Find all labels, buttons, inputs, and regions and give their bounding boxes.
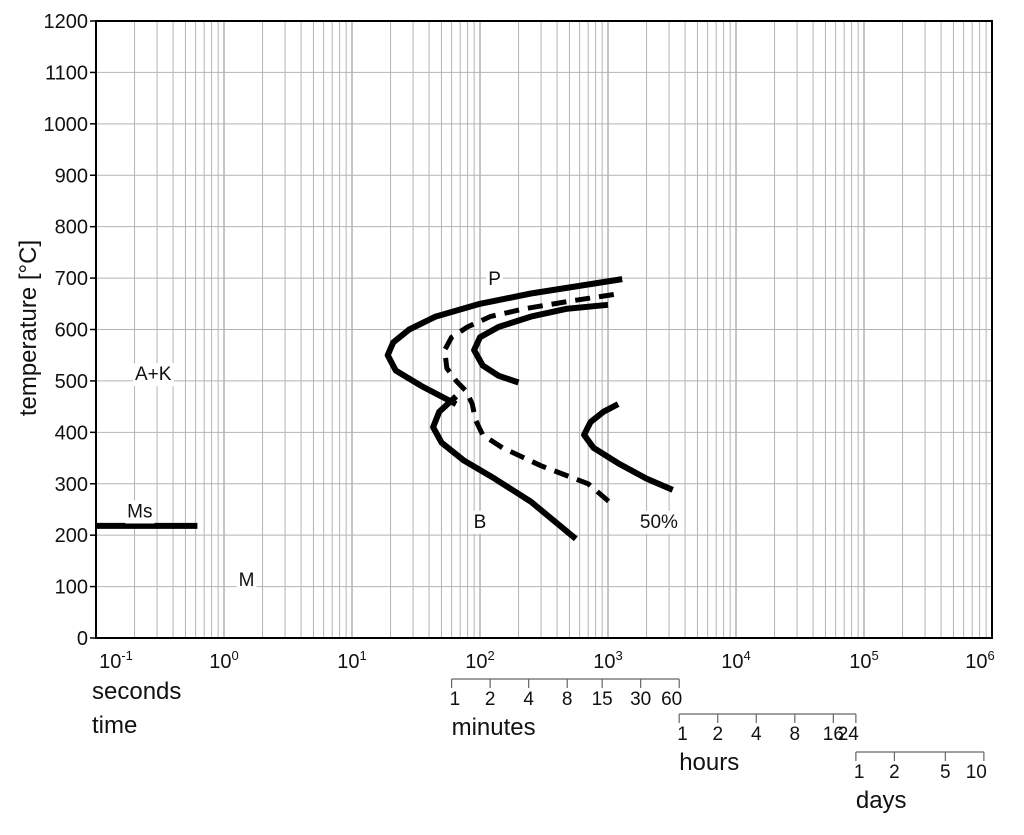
annotation-background [486,268,503,292]
annotation-label: P [488,269,501,290]
scale-tick-label: 4 [751,724,762,745]
scale-tick-label: 15 [592,689,613,710]
x-tick-label: 101 [337,648,366,673]
x-tick-label: 106 [965,648,994,673]
x-tick-label: 105 [849,648,878,673]
y-tick-label: 1100 [45,62,88,84]
y-tick-label: 200 [55,525,88,547]
y-tick-label: 900 [55,165,88,187]
x-tick-label: 100 [209,648,238,673]
x-tick-label: 103 [593,648,622,673]
annotation-background [637,510,681,534]
y-axis-label: temperature [°C] [15,240,42,416]
y-tick-label: 700 [55,268,88,290]
y-tick-label: 1000 [44,114,89,136]
annotation-label: Ms [127,501,152,522]
y-tick-label: 600 [55,320,88,342]
scale-tick-label: 60 [661,689,682,710]
y-tick-label: 500 [55,371,88,393]
y-tick-label: 300 [55,474,88,496]
annotation-background [471,510,489,534]
y-tick-label: 0 [77,628,88,650]
x-axis-label-seconds: seconds [92,678,181,705]
x-tick-label: 102 [465,648,494,673]
scale-tick-label: 30 [630,689,651,710]
scale-tick-label: 8 [562,689,573,710]
scale-tick-label: 8 [790,724,801,745]
curve-0 [384,276,623,407]
y-tick-label: 400 [55,422,88,444]
y-tick-label: 1200 [44,11,89,33]
annotations: P A+K Ms B 50% M [125,268,681,592]
curve-1 [430,394,578,542]
scale-tick-label: 2 [889,762,900,783]
scale-tick-label: 1 [677,724,688,745]
y-tick-label: 100 [55,577,88,599]
scale-tick-label: 24 [838,724,860,745]
annotation-label: A+K [135,364,172,385]
y-axis-ticks: 0 100 200 300 400 500 600 700 800 900 1000 1100 1200 [44,11,96,650]
scale-tick-label: 4 [523,689,534,710]
scale-tick-label: 2 [712,724,723,745]
scale-unit-days: days [856,787,907,814]
annotation-label: 50% [640,512,678,533]
curve-dashed-2 [442,292,615,508]
scale-tick-label: 5 [940,762,951,783]
scale-tick-label: 16 [823,724,844,745]
annotation-background [236,568,257,592]
curves [96,276,674,542]
annotation-background [125,500,155,524]
curve-4 [581,401,674,493]
grid [96,21,992,638]
curve-3 [471,301,609,386]
scale-tick-label: 2 [485,689,496,710]
scale-tick-label: 1 [450,689,461,710]
x-axis-ticks: 10-1 100 101 102 103 104 105 106 [99,648,995,673]
annotation-label: B [474,512,487,533]
annotation-background [133,363,174,387]
scale-tick-label: 10 [966,762,987,783]
x-tick-label: 10-1 [99,648,133,673]
x-tick-label: 104 [721,648,750,673]
y-tick-label: 800 [55,217,88,239]
scale-tick-label: 1 [854,762,865,783]
scale-unit-minutes: minutes [452,714,536,741]
annotation-label: M [239,570,255,591]
x-axis-label-time: time [92,712,137,739]
scale-unit-hours: hours [679,749,739,776]
